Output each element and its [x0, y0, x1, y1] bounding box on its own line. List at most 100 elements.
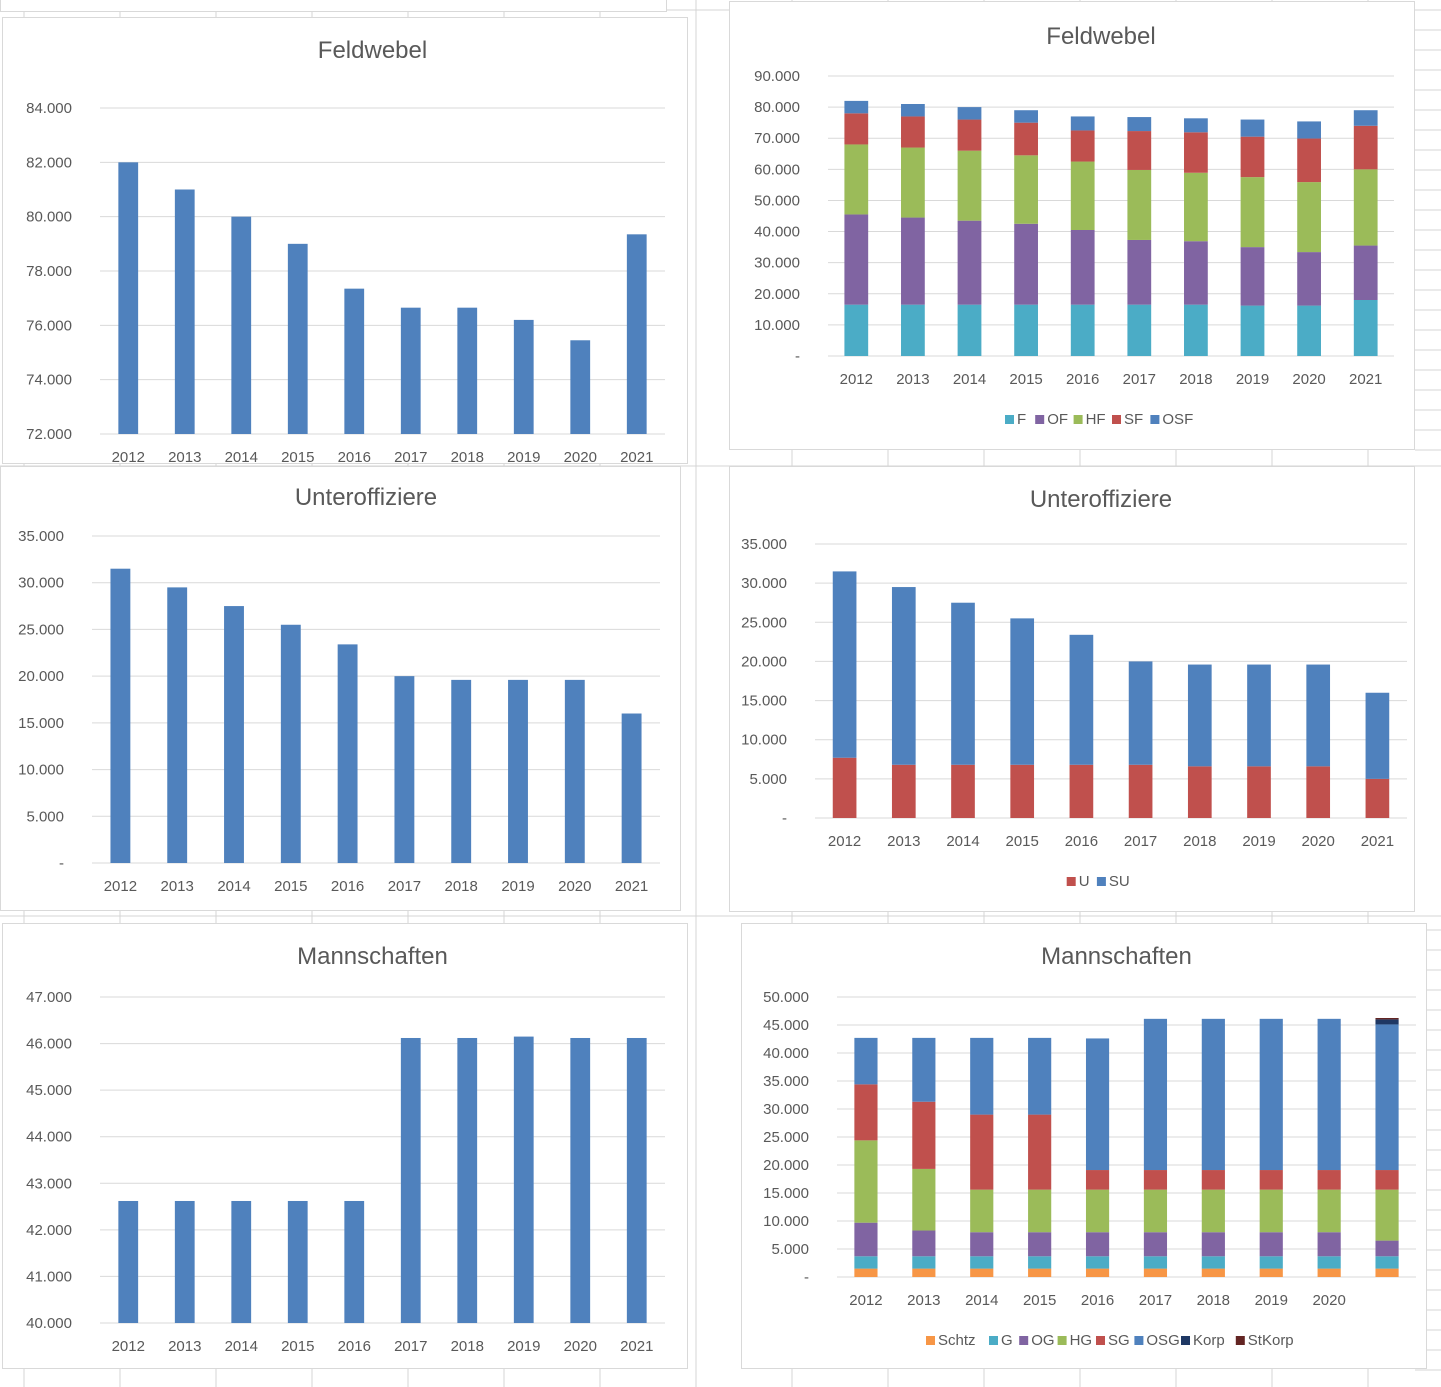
- bar-of[interactable]: [901, 217, 925, 305]
- bar-sg[interactable]: [1201, 1170, 1225, 1190]
- chart-mannschaften-total[interactable]: Mannschaften 40.000 41.000 42.000 43.000 44.0…: [2, 923, 688, 1369]
- bar-f[interactable]: [1070, 304, 1095, 356]
- bar-of[interactable]: [1127, 239, 1152, 305]
- bar-schtz[interactable]: [1375, 1268, 1399, 1277]
- bar-u[interactable]: [832, 757, 857, 818]
- bar-osf[interactable]: [1240, 119, 1265, 137]
- bar[interactable]: [564, 679, 585, 863]
- bar-sf[interactable]: [1240, 136, 1265, 178]
- bar-hf[interactable]: [1014, 155, 1038, 224]
- bar-osf[interactable]: [1184, 118, 1208, 133]
- bar-of[interactable]: [844, 214, 869, 305]
- bar-g[interactable]: [1317, 1256, 1341, 1269]
- bar-f[interactable]: [1127, 304, 1152, 356]
- bar-sg[interactable]: [1143, 1170, 1168, 1190]
- bar-g[interactable]: [854, 1256, 878, 1269]
- bar-sf[interactable]: [1070, 130, 1095, 162]
- bar-osg[interactable]: [1143, 1018, 1168, 1171]
- bar[interactable]: [400, 1037, 421, 1323]
- bar[interactable]: [280, 624, 301, 863]
- bar-schtz[interactable]: [1028, 1268, 1052, 1277]
- bar-f[interactable]: [1297, 305, 1321, 356]
- bar-u[interactable]: [1365, 778, 1390, 818]
- bar-og[interactable]: [1028, 1232, 1052, 1257]
- bar-u[interactable]: [1069, 764, 1094, 818]
- bar-og[interactable]: [1375, 1240, 1399, 1257]
- legend-label-hg[interactable]: HG: [1070, 1332, 1093, 1349]
- bar-og[interactable]: [1085, 1232, 1110, 1257]
- bar-osg[interactable]: [1201, 1018, 1225, 1171]
- legend-label-schtz[interactable]: Schtz: [938, 1332, 976, 1349]
- bar-schtz[interactable]: [1317, 1268, 1341, 1277]
- bar-f[interactable]: [1353, 300, 1378, 356]
- bar-sg[interactable]: [1028, 1114, 1052, 1190]
- legend-label-korp[interactable]: Korp: [1193, 1332, 1225, 1349]
- legend-label-hf[interactable]: HF: [1086, 411, 1106, 428]
- bar-sf[interactable]: [957, 119, 982, 151]
- bar-of[interactable]: [957, 220, 982, 305]
- bar[interactable]: [231, 1200, 252, 1323]
- bar-g[interactable]: [1375, 1256, 1399, 1269]
- bar-g[interactable]: [1085, 1256, 1110, 1269]
- bar-sg[interactable]: [854, 1084, 878, 1141]
- bar[interactable]: [570, 1037, 591, 1323]
- bar-of[interactable]: [1070, 230, 1095, 305]
- bar-sg[interactable]: [1259, 1170, 1283, 1190]
- bar[interactable]: [231, 216, 252, 434]
- bar-g[interactable]: [970, 1256, 994, 1269]
- bar-osf[interactable]: [1127, 117, 1152, 132]
- bar-su[interactable]: [1069, 634, 1094, 765]
- bar-u[interactable]: [891, 764, 916, 818]
- bar-su[interactable]: [1128, 661, 1153, 765]
- bar-f[interactable]: [957, 304, 982, 356]
- bar-hg[interactable]: [1085, 1189, 1110, 1233]
- bar[interactable]: [457, 307, 478, 434]
- bar[interactable]: [118, 162, 139, 435]
- bar-u[interactable]: [1247, 766, 1271, 818]
- bar-su[interactable]: [1365, 692, 1390, 779]
- legend-label-f[interactable]: F: [1017, 411, 1026, 428]
- bar-u[interactable]: [1010, 764, 1035, 818]
- bar[interactable]: [287, 1200, 308, 1323]
- legend-label-u[interactable]: U: [1079, 873, 1090, 890]
- bar[interactable]: [626, 1037, 647, 1323]
- bar-stkorp[interactable]: [1375, 1018, 1399, 1020]
- bar-osg[interactable]: [1259, 1018, 1283, 1171]
- legend-label-of[interactable]: OF: [1047, 411, 1068, 428]
- bar-hg[interactable]: [1143, 1189, 1168, 1233]
- bar-hg[interactable]: [854, 1140, 878, 1223]
- bar-su[interactable]: [832, 571, 857, 758]
- bar-osg[interactable]: [1085, 1038, 1110, 1171]
- bar-f[interactable]: [1184, 304, 1208, 356]
- bar-of[interactable]: [1184, 241, 1208, 305]
- bar-sg[interactable]: [1375, 1170, 1399, 1190]
- bar-osg[interactable]: [1028, 1037, 1052, 1115]
- bar[interactable]: [344, 1200, 365, 1323]
- bar-su[interactable]: [1187, 664, 1212, 767]
- bar-hg[interactable]: [1317, 1189, 1341, 1233]
- bar-hf[interactable]: [1070, 161, 1095, 230]
- bar[interactable]: [287, 243, 308, 434]
- bar-osg[interactable]: [1317, 1018, 1341, 1171]
- bar-hg[interactable]: [1028, 1189, 1052, 1233]
- bar-f[interactable]: [844, 304, 869, 356]
- bar[interactable]: [570, 340, 591, 434]
- bar[interactable]: [626, 234, 647, 434]
- bar[interactable]: [451, 679, 472, 863]
- bar[interactable]: [400, 307, 421, 434]
- bar-sf[interactable]: [1014, 122, 1038, 156]
- legend-label-sf[interactable]: SF: [1124, 411, 1143, 428]
- legend-label-og[interactable]: OG: [1031, 1332, 1054, 1349]
- bar-osg[interactable]: [1375, 1024, 1399, 1171]
- bar-schtz[interactable]: [1085, 1268, 1110, 1277]
- bar-hg[interactable]: [1259, 1189, 1283, 1233]
- bar-f[interactable]: [1014, 304, 1038, 356]
- bar-u[interactable]: [951, 764, 975, 818]
- bar-hf[interactable]: [1240, 177, 1265, 248]
- bar-sf[interactable]: [901, 116, 925, 148]
- bar-g[interactable]: [1201, 1256, 1225, 1269]
- bar-hf[interactable]: [957, 150, 982, 221]
- bar[interactable]: [513, 1036, 534, 1323]
- bar-osf[interactable]: [1353, 110, 1378, 126]
- bar-sf[interactable]: [1127, 131, 1152, 170]
